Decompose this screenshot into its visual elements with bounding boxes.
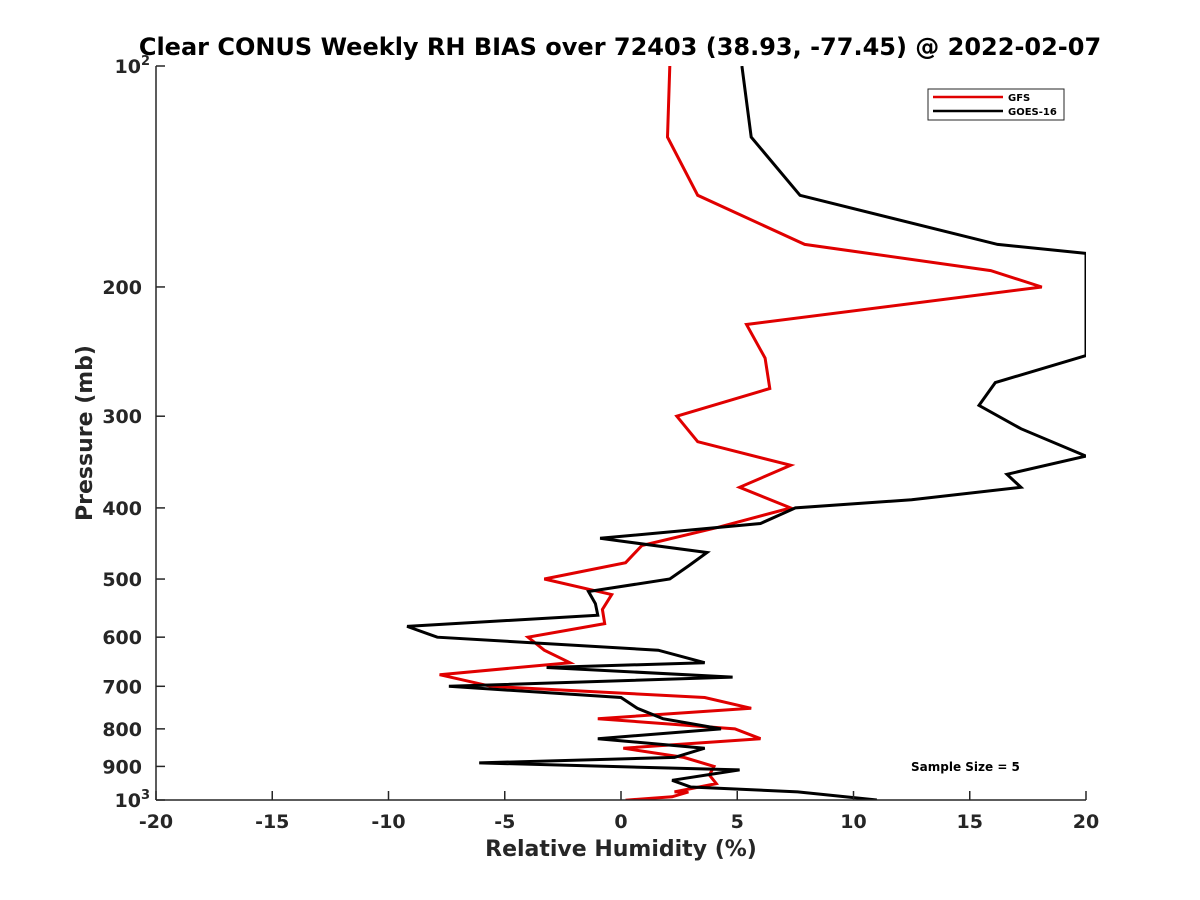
y-axis-label: Pressure (mb) [73,345,98,521]
x-tick-label: 5 [731,811,744,833]
y-tick-label: 102 [115,54,151,78]
y-tick-label: 800 [102,719,142,741]
legend-label-gfs: GFS [1008,93,1030,104]
series-line-goes16 [406,66,1086,800]
y-tick-label: 200 [102,277,142,299]
x-tick-label: -20 [139,811,173,833]
y-tick-label: 900 [102,756,142,778]
x-tick-label: 20 [1073,811,1099,833]
x-tick-label: 0 [614,811,627,833]
legend: GFS GOES-16 [927,88,1065,121]
y-tick-label: 600 [102,627,142,649]
x-axis-label: Relative Humidity (%) [485,837,757,862]
y-tick-exponent: 2 [141,54,150,69]
y-tick-label: 400 [102,498,142,520]
chart-title: Clear CONUS Weekly RH BIAS over 72403 (3… [139,33,1101,61]
legend-label-goes16: GOES-16 [1008,107,1057,118]
x-tick-label: -5 [494,811,515,833]
x-tick-label: 10 [840,811,866,833]
y-tick-label: 300 [102,406,142,428]
x-tick-label: 15 [957,811,983,833]
y-tick-label: 700 [102,676,142,698]
x-tick-label: -15 [255,811,289,833]
series-line-gfs [439,66,1043,800]
y-tick-base: 10 [115,790,141,812]
y-tick-base: 10 [115,56,141,78]
series-layer [406,66,1086,800]
axes-layer [155,66,1086,801]
y-tick-label: 500 [102,569,142,591]
sample-size-annotation: Sample Size = 5 [911,760,1020,774]
y-tick-label: 103 [115,788,151,812]
y-tick-exponent: 3 [141,788,150,803]
legend-box [927,88,1065,121]
x-tick-label: -10 [371,811,405,833]
